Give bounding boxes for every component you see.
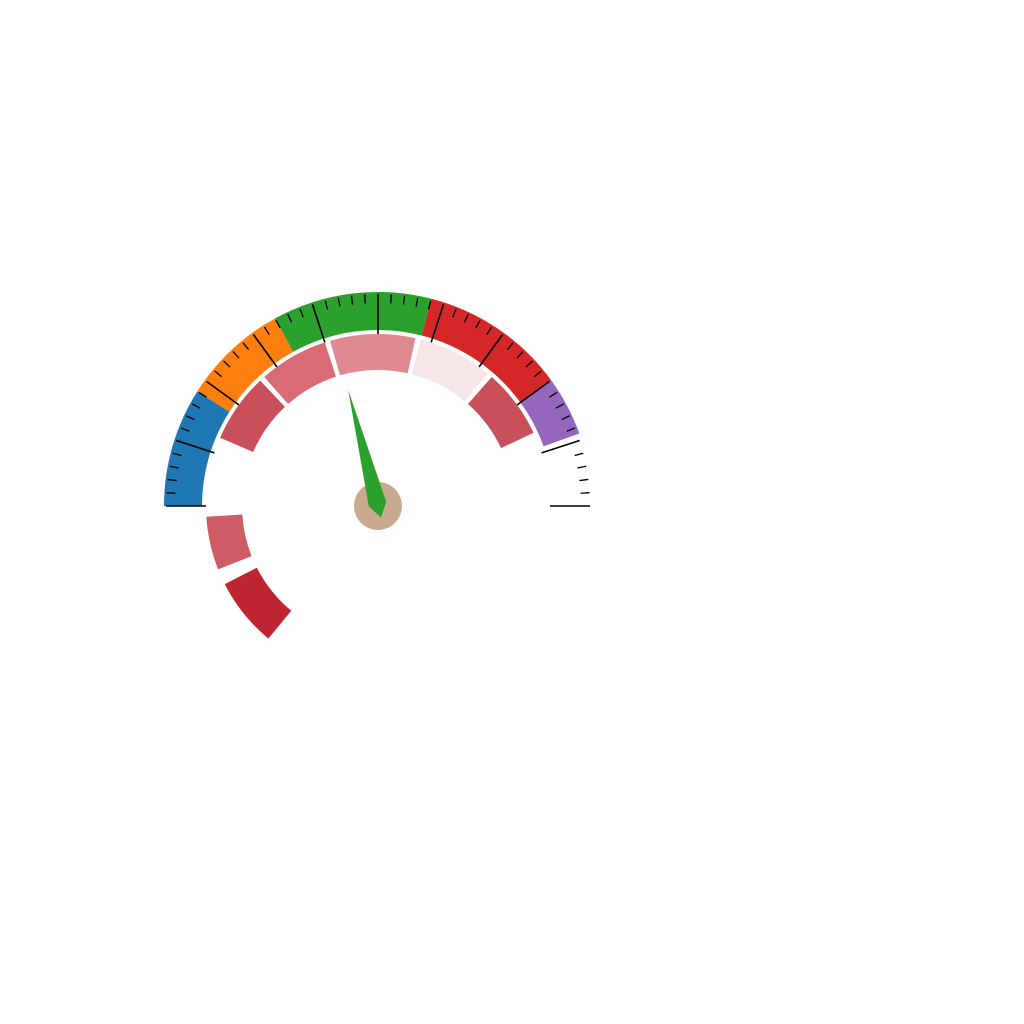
minor-tick	[172, 452, 182, 457]
outer-band-3	[421, 298, 552, 403]
gauge-needle	[348, 389, 387, 518]
major-tick	[541, 439, 580, 454]
minor-tick	[324, 300, 329, 310]
minor-tick	[452, 308, 457, 318]
minor-tick	[167, 478, 177, 482]
major-tick	[516, 380, 550, 406]
tick-group	[166, 294, 590, 507]
minor-tick	[555, 403, 565, 409]
major-tick	[252, 334, 278, 368]
minor-tick	[169, 465, 179, 469]
minor-tick	[506, 342, 514, 351]
outer-band-1	[197, 318, 294, 412]
minor-tick	[475, 319, 481, 329]
minor-tick	[166, 492, 176, 494]
minor-tick	[223, 360, 231, 368]
minor-tick	[390, 294, 392, 304]
inner-band-6	[467, 376, 534, 449]
minor-tick	[364, 294, 366, 304]
inner-band-4	[330, 334, 416, 376]
major-tick	[311, 304, 326, 343]
inner-band-2	[220, 380, 285, 452]
outer-band-0	[164, 391, 230, 506]
major-tick	[176, 439, 215, 454]
minor-tick	[463, 313, 469, 323]
minor-tick	[549, 391, 558, 398]
needle-group	[348, 389, 402, 530]
minor-tick	[427, 300, 432, 310]
minor-tick	[402, 295, 406, 305]
minor-tick	[516, 351, 524, 359]
inner-band-1	[206, 514, 252, 570]
minor-tick	[185, 415, 195, 421]
minor-tick	[533, 370, 542, 378]
inner-band-5	[411, 339, 488, 402]
minor-tick	[263, 326, 270, 335]
minor-tick	[232, 351, 240, 359]
minor-tick	[525, 360, 533, 368]
major-tick	[206, 380, 240, 406]
minor-tick	[579, 478, 589, 482]
minor-tick	[287, 313, 293, 323]
minor-tick	[275, 319, 281, 329]
minor-tick	[350, 295, 354, 305]
minor-tick	[191, 403, 201, 409]
inner-band-3	[264, 342, 336, 404]
minor-tick	[574, 452, 584, 457]
minor-tick	[214, 370, 223, 378]
minor-tick	[415, 297, 419, 307]
minor-tick	[180, 427, 190, 432]
minor-tick	[577, 465, 587, 469]
minor-tick	[580, 492, 590, 494]
inner-band-group	[206, 334, 534, 639]
minor-tick	[337, 297, 341, 307]
major-tick	[478, 334, 504, 368]
minor-tick	[486, 326, 493, 335]
minor-tick	[566, 427, 576, 432]
minor-tick	[198, 391, 207, 398]
major-tick	[430, 304, 445, 343]
minor-tick	[299, 308, 304, 318]
outer-band-4	[520, 380, 580, 447]
inner-band-0	[224, 567, 292, 639]
minor-tick	[242, 342, 250, 351]
minor-tick	[561, 415, 571, 421]
